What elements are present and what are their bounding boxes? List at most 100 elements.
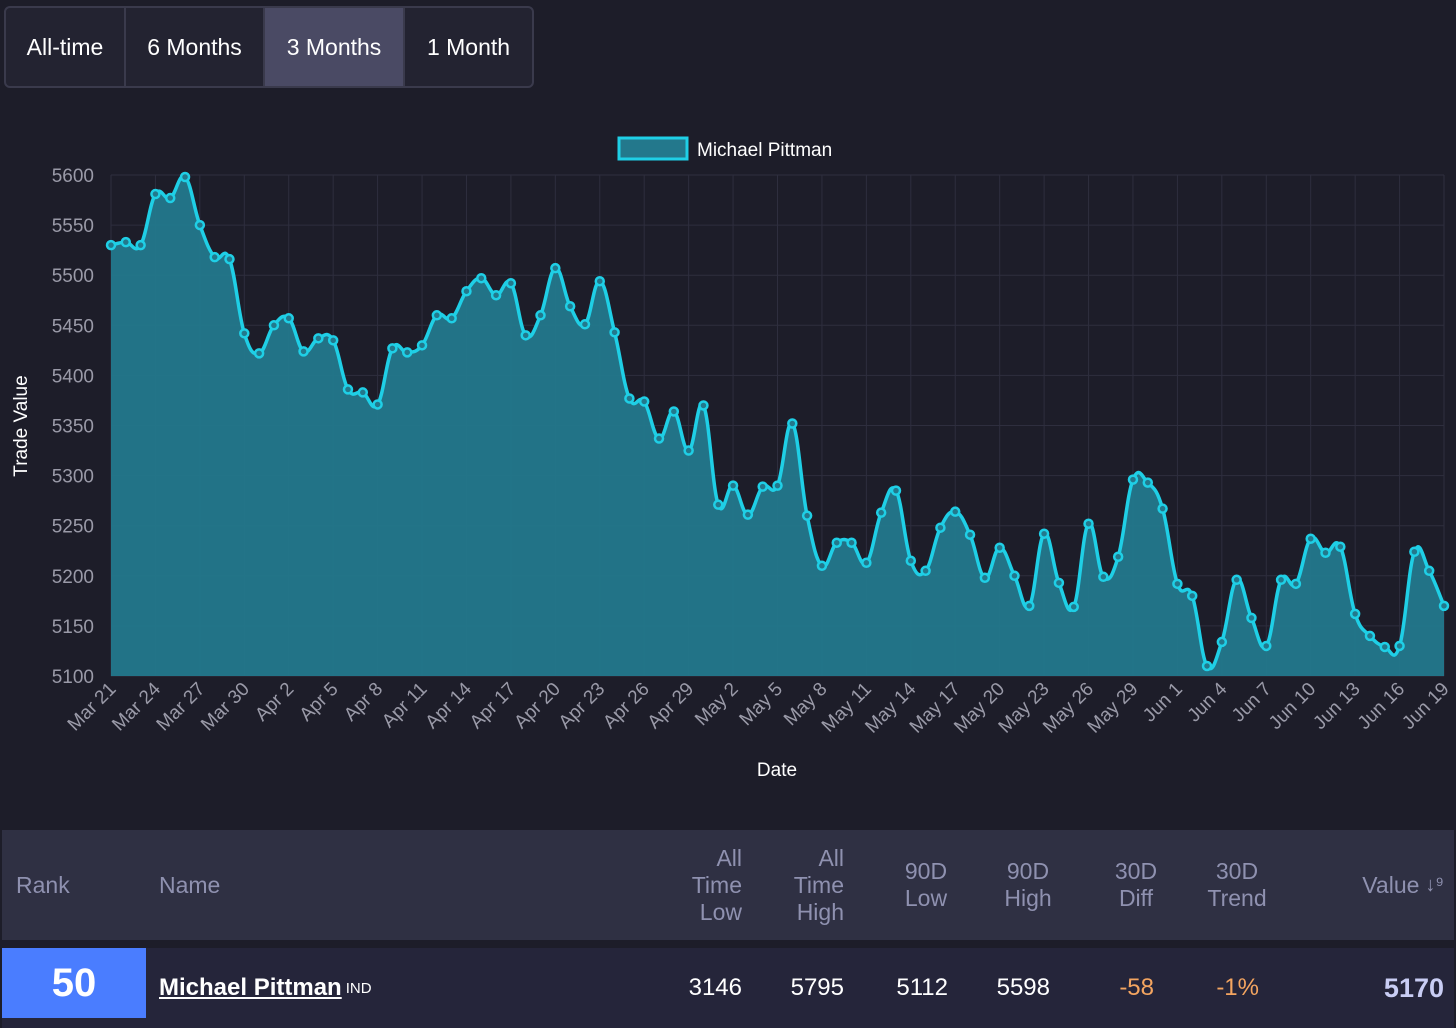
data-point[interactable] — [1349, 608, 1361, 620]
data-point[interactable] — [1423, 565, 1435, 577]
data-point[interactable] — [1290, 578, 1302, 590]
player-name-link[interactable]: Michael Pittman — [159, 974, 342, 1001]
data-point[interactable] — [1186, 590, 1198, 602]
data-point[interactable] — [564, 301, 576, 312]
data-point[interactable] — [875, 507, 887, 518]
data-point[interactable] — [1172, 578, 1183, 590]
data-point[interactable] — [1216, 636, 1228, 648]
header-name[interactable]: Name — [159, 830, 220, 940]
data-point[interactable] — [1305, 533, 1316, 544]
data-point[interactable] — [520, 330, 531, 341]
table-row[interactable]: 50 Michael Pittman IND 3146 5795 5112 55… — [2, 948, 1454, 1028]
data-point[interactable] — [579, 319, 591, 330]
header-all-time-low[interactable]: All Time Low — [622, 830, 742, 940]
data-point[interactable] — [994, 542, 1005, 553]
data-point[interactable] — [1320, 547, 1331, 559]
data-point[interactable] — [550, 262, 561, 274]
data-point[interactable] — [1231, 574, 1242, 586]
data-point[interactable] — [179, 171, 191, 183]
data-point[interactable] — [668, 406, 680, 417]
data-point[interactable] — [801, 510, 813, 521]
data-point[interactable] — [683, 445, 694, 456]
data-point[interactable] — [653, 433, 665, 444]
data-point[interactable] — [609, 327, 620, 338]
header-90d-high[interactable]: 90D High — [988, 830, 1068, 940]
data-point[interactable] — [1053, 577, 1065, 589]
data-point[interactable] — [949, 506, 961, 517]
data-point[interactable] — [490, 289, 502, 301]
header-30d-trend[interactable]: 30D Trend — [1192, 830, 1282, 940]
data-point[interactable] — [401, 347, 413, 358]
data-point[interactable] — [150, 188, 161, 200]
data-point[interactable] — [1409, 546, 1420, 558]
data-point[interactable] — [327, 335, 339, 346]
data-point[interactable] — [505, 277, 517, 289]
data-point[interactable] — [964, 529, 976, 540]
data-point[interactable] — [387, 343, 398, 354]
data-point[interactable] — [1024, 600, 1035, 612]
data-point[interactable] — [313, 333, 324, 344]
data-point[interactable] — [742, 509, 754, 520]
data-point[interactable] — [1335, 541, 1346, 552]
tab-1-month[interactable]: 1 Month — [426, 33, 511, 60]
data-point[interactable] — [461, 285, 472, 297]
data-point[interactable] — [431, 310, 443, 321]
data-point[interactable] — [357, 387, 369, 398]
data-point[interactable] — [1157, 503, 1168, 514]
data-point[interactable] — [476, 272, 487, 284]
data-point[interactable] — [713, 499, 724, 510]
data-point[interactable] — [1127, 474, 1139, 485]
data-point[interactable] — [757, 481, 768, 492]
data-point[interactable] — [105, 239, 117, 251]
data-point[interactable] — [372, 399, 383, 410]
data-point[interactable] — [209, 251, 220, 263]
header-30d-diff[interactable]: 30D Diff — [1096, 830, 1176, 940]
data-point[interactable] — [594, 275, 606, 287]
data-point[interactable] — [890, 485, 902, 496]
data-point[interactable] — [164, 192, 176, 204]
data-point[interactable] — [1275, 574, 1287, 586]
data-point[interactable] — [1246, 612, 1257, 624]
data-point[interactable] — [535, 310, 546, 321]
data-point[interactable] — [298, 346, 309, 357]
data-point[interactable] — [727, 480, 739, 491]
data-point[interactable] — [638, 396, 650, 407]
data-point[interactable] — [1261, 640, 1272, 652]
data-point[interactable] — [816, 560, 828, 572]
data-point[interactable] — [342, 384, 354, 395]
data-point[interactable] — [1438, 600, 1450, 612]
data-point[interactable] — [772, 480, 783, 491]
header-rank[interactable]: Rank — [16, 830, 70, 940]
data-point[interactable] — [1364, 630, 1376, 642]
data-point[interactable] — [1098, 571, 1109, 583]
data-point[interactable] — [1201, 660, 1213, 672]
data-point[interactable] — [120, 236, 132, 248]
header-all-time-high[interactable]: All Time High — [724, 830, 844, 940]
data-point[interactable] — [224, 253, 235, 265]
data-point[interactable] — [787, 418, 798, 429]
tab-3-months[interactable]: 3 Months — [265, 8, 405, 86]
data-point[interactable] — [1068, 601, 1079, 613]
tab-all-time[interactable]: All-time — [6, 8, 126, 86]
data-point[interactable] — [935, 522, 946, 533]
data-point[interactable] — [1083, 518, 1094, 529]
data-point[interactable] — [624, 393, 635, 404]
header-90d-low[interactable]: 90D Low — [886, 830, 966, 940]
data-point[interactable] — [831, 537, 842, 548]
data-point[interactable] — [979, 572, 991, 584]
data-point[interactable] — [1112, 551, 1124, 563]
data-point[interactable] — [861, 557, 872, 569]
header-value[interactable]: Value ↓⁹ — [1302, 830, 1444, 940]
data-point[interactable] — [446, 313, 457, 324]
data-point[interactable] — [268, 320, 280, 331]
data-point[interactable] — [698, 400, 709, 411]
sort-descending-icon[interactable]: ↓⁹ — [1425, 873, 1444, 896]
data-point[interactable] — [1009, 570, 1020, 582]
data-point[interactable] — [905, 555, 917, 567]
data-point[interactable] — [846, 537, 857, 548]
data-point[interactable] — [416, 340, 428, 351]
chart-legend[interactable]: Michael Pittman — [617, 136, 832, 161]
data-point[interactable] — [239, 328, 250, 339]
data-point[interactable] — [920, 565, 931, 577]
data-point[interactable] — [1379, 641, 1391, 653]
